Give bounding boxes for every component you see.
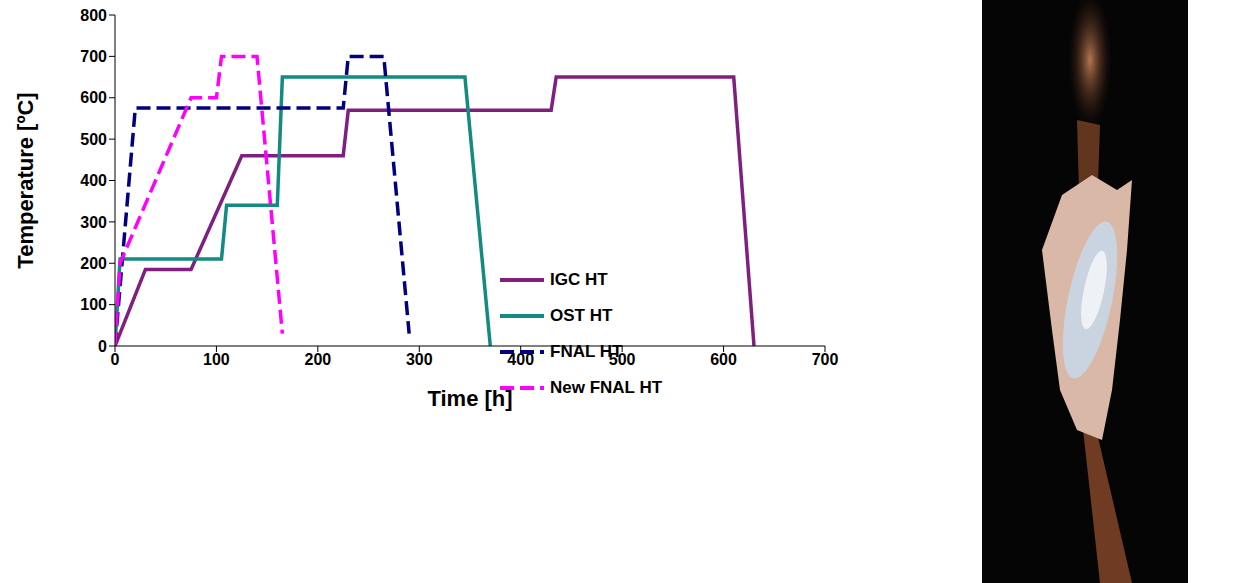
svg-text:Temperature [ºC]: Temperature [ºC] xyxy=(13,92,38,268)
svg-text:300: 300 xyxy=(80,214,107,231)
svg-text:100: 100 xyxy=(203,351,230,368)
svg-text:300: 300 xyxy=(406,351,433,368)
svg-text:200: 200 xyxy=(305,351,332,368)
svg-text:800: 800 xyxy=(80,7,107,24)
svg-text:500: 500 xyxy=(609,351,636,368)
svg-text:Time [h]: Time [h] xyxy=(427,386,512,411)
svg-text:100: 100 xyxy=(80,296,107,313)
svg-text:700: 700 xyxy=(80,48,107,65)
svg-text:0: 0 xyxy=(111,351,120,368)
svg-text:0: 0 xyxy=(98,338,107,355)
svg-text:400: 400 xyxy=(80,172,107,189)
svg-text:500: 500 xyxy=(80,131,107,148)
svg-text:600: 600 xyxy=(80,89,107,106)
svg-text:700: 700 xyxy=(812,351,839,368)
svg-text:600: 600 xyxy=(710,351,737,368)
svg-text:200: 200 xyxy=(80,255,107,272)
svg-text:400: 400 xyxy=(507,351,534,368)
